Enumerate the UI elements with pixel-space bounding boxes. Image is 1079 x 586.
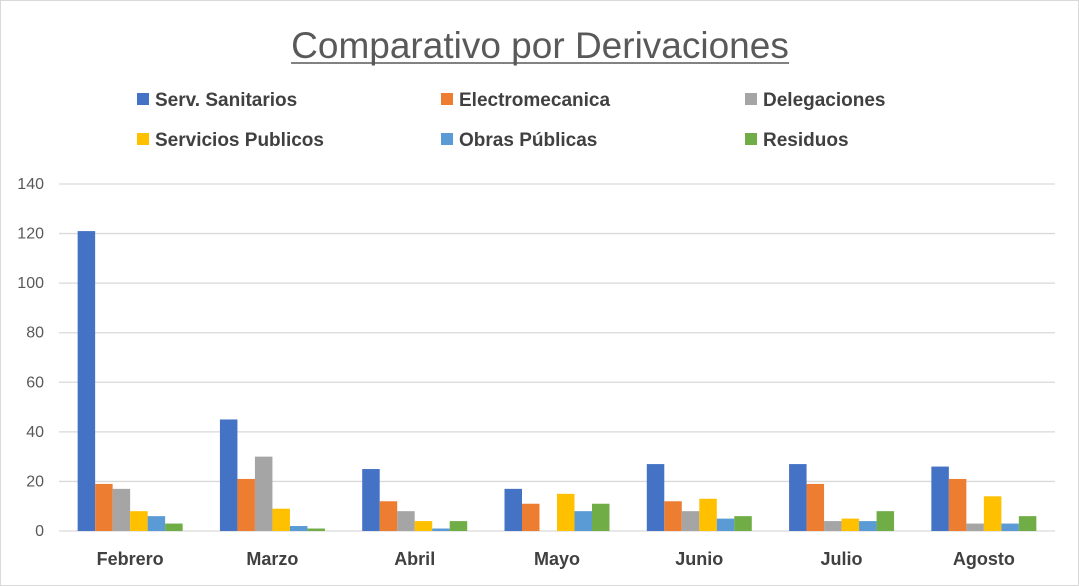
legend-item: Obras Públicas: [441, 130, 597, 151]
y-tick-label: 60: [26, 374, 44, 391]
x-axis-ticks: Febrero Marzo Abril Mayo Junio Julio Agosto: [97, 549, 1015, 569]
bar-servicios-publicos-agosto: [983, 496, 1002, 531]
x-tick-label: Agosto: [953, 549, 1015, 569]
legend-swatch: [441, 133, 453, 145]
legend-item: Electromecanica: [441, 90, 610, 111]
legend-label: Obras Públicas: [459, 130, 597, 151]
bar-delegaciones-julio: [824, 521, 842, 531]
bar-electromecanica-marzo: [237, 478, 255, 531]
y-tick-label: 80: [26, 325, 44, 342]
y-tick-label: 0: [35, 523, 44, 540]
bar-residuos-mayo: [592, 503, 610, 531]
bar-residuos-marzo: [307, 528, 325, 531]
bar-servicios-publicos-febrero: [130, 511, 148, 531]
legend-label: Servicios Publicos: [155, 130, 324, 151]
bar-serv-sanitarios-julio: [789, 464, 807, 531]
bar-residuos-agosto: [1018, 516, 1037, 531]
legend: Serv. Sanitarios Electromecanica Delegacio…: [137, 90, 886, 151]
x-tick-label: Abril: [394, 549, 435, 569]
bar-residuos-julio: [876, 511, 895, 531]
y-axis-ticks: 0 20 40 60 80 100 120 140: [17, 176, 44, 540]
bar-serv-sanitarios-abril: [362, 469, 380, 531]
legend-swatch: [137, 93, 149, 105]
y-tick-label: 20: [26, 473, 44, 490]
bar-serv-sanitarios-junio: [646, 464, 665, 531]
y-tick-label: 100: [17, 275, 44, 292]
gridlines: [59, 183, 1055, 532]
bar-obras-p-blicas-marzo: [289, 526, 308, 531]
y-tick-label: 40: [26, 424, 44, 441]
legend-item: Servicios Publicos: [137, 130, 324, 151]
bar-serv-sanitarios-marzo: [219, 419, 238, 531]
bar-obras-p-blicas-junio: [716, 518, 735, 531]
legend-item: Delegaciones: [745, 90, 886, 111]
x-tick-label: Julio: [821, 549, 863, 569]
chart-title: Comparativo por Derivaciones: [291, 25, 789, 66]
bar-obras-p-blicas-agosto: [1001, 523, 1019, 531]
bar-electromecanica-junio: [664, 501, 682, 531]
legend-item: Serv. Sanitarios: [137, 90, 297, 111]
bar-serv-sanitarios-febrero: [77, 231, 96, 531]
legend-label: Residuos: [763, 130, 849, 151]
bar-serv-sanitarios-mayo: [504, 488, 522, 531]
x-tick-label: Mayo: [534, 549, 580, 569]
y-tick-label: 140: [17, 176, 44, 193]
legend-swatch: [745, 133, 757, 145]
bar-electromecanica-julio: [806, 483, 825, 531]
legend-swatch: [137, 133, 149, 145]
bar-obras-p-blicas-febrero: [147, 516, 166, 531]
bar-residuos-junio: [734, 516, 752, 531]
bar-obras-p-blicas-julio: [859, 521, 877, 531]
bar-serv-sanitarios-agosto: [931, 466, 949, 531]
bar-obras-p-blicas-mayo: [574, 511, 592, 531]
bar-electromecanica-agosto: [948, 478, 967, 531]
bar-servicios-publicos-julio: [841, 518, 860, 531]
bar-delegaciones-marzo: [254, 456, 273, 531]
bars: [77, 231, 1037, 531]
y-tick-label: 120: [17, 226, 44, 243]
bar-servicios-publicos-junio: [699, 498, 717, 531]
x-tick-label: Marzo: [246, 549, 298, 569]
bar-electromecanica-febrero: [95, 483, 113, 531]
x-tick-label: Junio: [675, 549, 723, 569]
legend-label: Serv. Sanitarios: [155, 90, 297, 111]
legend-label: Delegaciones: [763, 90, 886, 111]
legend-item: Residuos: [745, 130, 849, 151]
bar-residuos-abril: [449, 521, 468, 531]
x-tick-label: Febrero: [97, 549, 164, 569]
bar-servicios-publicos-abril: [414, 521, 433, 531]
bar-electromecanica-mayo: [522, 503, 540, 531]
bar-delegaciones-agosto: [966, 523, 984, 531]
legend-label: Electromecanica: [459, 90, 610, 111]
bar-delegaciones-abril: [397, 511, 415, 531]
bar-residuos-febrero: [165, 523, 183, 531]
bar-delegaciones-junio: [681, 511, 700, 531]
bar-delegaciones-febrero: [112, 488, 131, 531]
legend-swatch: [441, 93, 453, 105]
bar-electromecanica-abril: [379, 501, 398, 531]
bar-servicios-publicos-marzo: [272, 508, 290, 531]
bar-servicios-publicos-mayo: [557, 493, 575, 531]
bar-obras-p-blicas-abril: [432, 528, 450, 531]
legend-swatch: [745, 93, 757, 105]
